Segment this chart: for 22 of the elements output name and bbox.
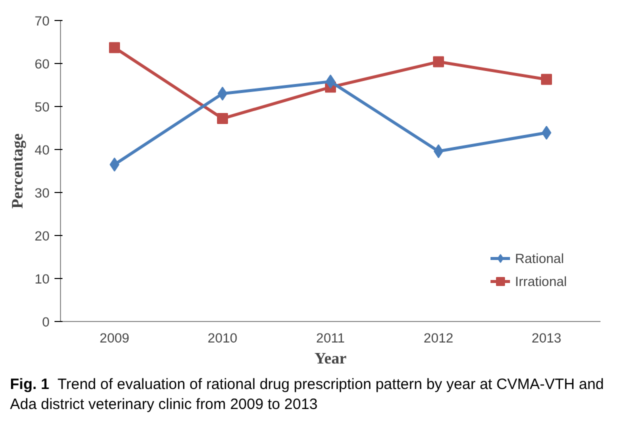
y-tick-label: 40 <box>34 142 50 158</box>
y-tick-label: 70 <box>34 14 50 28</box>
point <box>433 56 444 68</box>
x-axis-title: Year <box>314 350 346 368</box>
point <box>217 113 228 124</box>
point <box>109 42 120 54</box>
x-tick-label: 2011 <box>316 330 345 346</box>
y-tick-label: 50 <box>34 100 50 114</box>
y-tick-label: 0 <box>42 314 50 330</box>
x-tick-label: 2012 <box>424 330 454 346</box>
y-tick-label: 10 <box>34 272 50 286</box>
y-tick-label: 20 <box>34 228 50 244</box>
y-tick-label: 30 <box>34 186 50 200</box>
y-tick-label: 60 <box>34 56 50 72</box>
x-tick-label: 2013 <box>532 330 562 346</box>
x-tick-label: 2009 <box>100 330 130 346</box>
legend-label: Irrational <box>515 274 567 288</box>
y-axis-title: Percentage <box>10 133 27 209</box>
point <box>541 74 552 85</box>
x-tick-label: 2010 <box>208 330 238 346</box>
legend-label: Rational <box>515 250 564 266</box>
caption: Fig. 1 Trend of evaluation of rational drug prescription pattern by year at CVMA-VTH and Ada district veterinary clinic from 2009 to 2013 <box>10 375 605 414</box>
